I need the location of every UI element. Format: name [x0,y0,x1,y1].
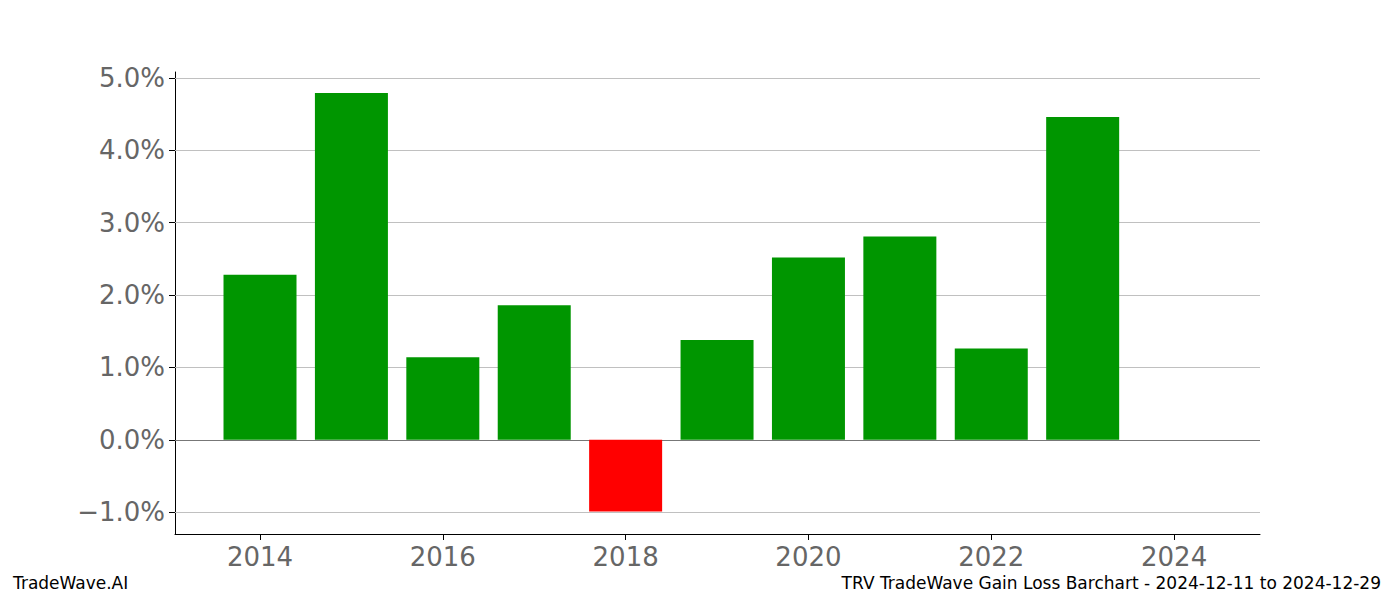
svg-text:2024: 2024 [1141,542,1207,572]
svg-text:0.0%: 0.0% [99,425,165,455]
svg-text:2016: 2016 [410,542,476,572]
svg-text:−1.0%: −1.0% [77,497,165,527]
svg-text:2014: 2014 [227,542,293,572]
svg-text:4.0%: 4.0% [99,135,165,165]
svg-text:2020: 2020 [775,542,841,572]
svg-text:2.0%: 2.0% [99,280,165,310]
svg-text:TRV TradeWave Gain Loss Barcha: TRV TradeWave Gain Loss Barchart - 2024-… [841,573,1381,593]
svg-text:2018: 2018 [593,542,659,572]
svg-text:3.0%: 3.0% [99,208,165,238]
svg-text:TradeWave.AI: TradeWave.AI [12,573,128,593]
svg-text:2022: 2022 [958,542,1024,572]
svg-text:1.0%: 1.0% [99,352,165,382]
svg-text:5.0%: 5.0% [99,63,165,93]
